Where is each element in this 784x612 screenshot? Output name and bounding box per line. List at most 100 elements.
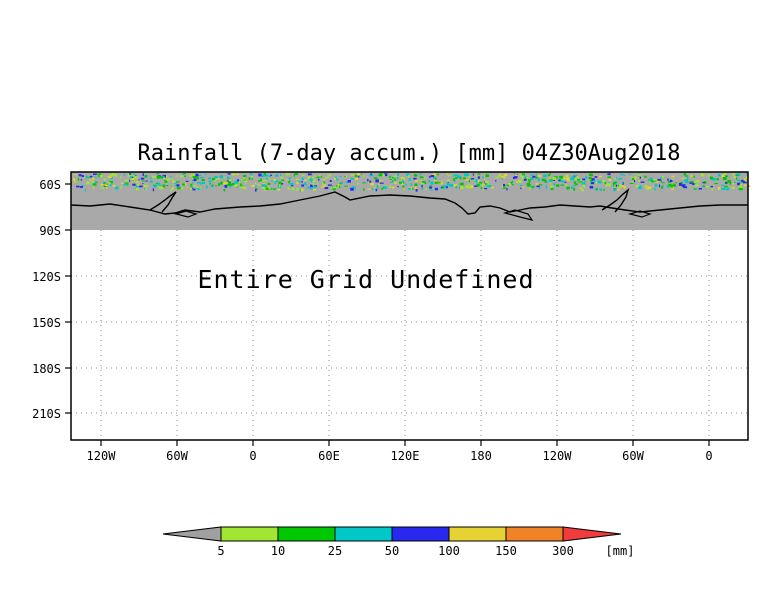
rainfall-speck [502,187,507,189]
rainfall-speck [573,174,578,177]
rainfall-speck [408,188,411,190]
rainfall-speck [172,180,174,183]
rainfall-speck [599,188,603,191]
rainfall-speck [382,186,385,189]
x-tick-label: 60W [166,449,188,463]
rainfall-speck [714,183,719,185]
rainfall-speck [681,177,685,180]
rainfall-speck [653,188,656,191]
rainfall-speck [613,188,617,191]
rainfall-speck [189,181,192,183]
colorbar-tick-label: 25 [328,544,342,558]
rainfall-speck [171,178,173,180]
rainfall-speck [129,173,132,175]
rainfall-speck [433,179,437,182]
rainfall-speck [76,185,80,188]
rainfall-speck [449,183,452,187]
rainfall-speck [550,185,552,187]
rainfall-speck [401,183,404,185]
rainfall-speck [480,187,483,189]
rainfall-speck [142,173,144,176]
antarctica-band [71,172,748,230]
rainfall-speck [231,173,236,176]
rainfall-speck [195,173,199,177]
rainfall-speck [371,188,374,191]
rainfall-speck [190,173,195,177]
rainfall-speck [392,177,396,179]
rainfall-speck [603,188,605,191]
ice-shelf-1 [173,210,198,218]
rainfall-speck [722,177,727,180]
rainfall-speck [309,188,313,190]
rainfall-speck [377,187,379,190]
rainfall-speck [208,177,211,180]
rainfall-speck [255,188,258,190]
rainfall-speck [152,175,156,178]
y-ticks [65,183,71,414]
rainfall-speck [73,178,76,181]
rainfall-speck [744,184,747,187]
rainfall-speck [566,186,570,190]
rainfall-speck [323,184,326,187]
rainfall-speck [324,177,329,179]
rainfall-speck [285,173,290,175]
rainfall-speck [350,178,354,180]
rainfall-speck [223,182,226,185]
rainfall-speck [235,173,240,175]
rainfall-speck [745,176,749,179]
rainfall-speck [512,176,516,179]
rainfall-speck [99,175,103,178]
rainfall-speck [623,174,626,176]
rainfall-speck [454,174,458,176]
rainfall-speck [201,182,205,184]
rainfall-speck [463,177,466,180]
rainfall-speck [668,180,671,183]
rainfall-speck [370,173,372,176]
rainfall-speck [638,186,642,189]
rainfall-speck [277,188,281,191]
rainfall-speck [594,176,598,178]
rainfall-speck [138,179,140,181]
rainfall-speck [172,180,176,183]
rainfall-speck [548,176,551,179]
rainfall-speck [100,187,105,189]
rainfall-speck [92,177,95,180]
rainfall-speck [338,186,341,188]
rainfall-speck [683,173,686,176]
rainfall-speck [367,178,369,182]
rainfall-speck [641,177,643,180]
rainfall-speck [156,185,161,188]
rainfall-speck [414,174,417,176]
rainfall-speck [262,180,265,182]
rainfall-speck [265,174,269,177]
rainfall-speck [269,175,271,178]
rainfall-speck [81,185,84,187]
rainfall-speck [467,183,471,185]
rainfall-speck [570,177,575,181]
rainfall-speck [428,176,431,178]
rainfall-speck [446,182,450,186]
rainfall-speck [120,182,124,185]
rainfall-speck [428,179,430,183]
rainfall-speck [453,178,456,181]
rainfall-speck [278,184,281,188]
rainfall-speck [83,177,86,179]
rainfall-speck [471,178,475,180]
rainfall-speck [328,184,332,186]
rainfall-speck [653,179,657,181]
rainfall-speck [435,187,438,191]
rainfall-speck [709,183,712,185]
rainfall-speck [276,179,278,183]
rainfall-speck [91,181,94,184]
rainfall-speck [671,185,673,188]
rainfall-speck [128,173,132,177]
rainfall-speck [738,188,743,191]
rainfall-speck [376,184,379,188]
rainfall-speck [522,186,525,188]
rainfall-speck [155,182,159,184]
rainfall-speck [379,182,384,184]
rainfall-speck [399,181,402,184]
rainfall-speck [506,184,510,186]
rainfall-speck [401,176,404,179]
